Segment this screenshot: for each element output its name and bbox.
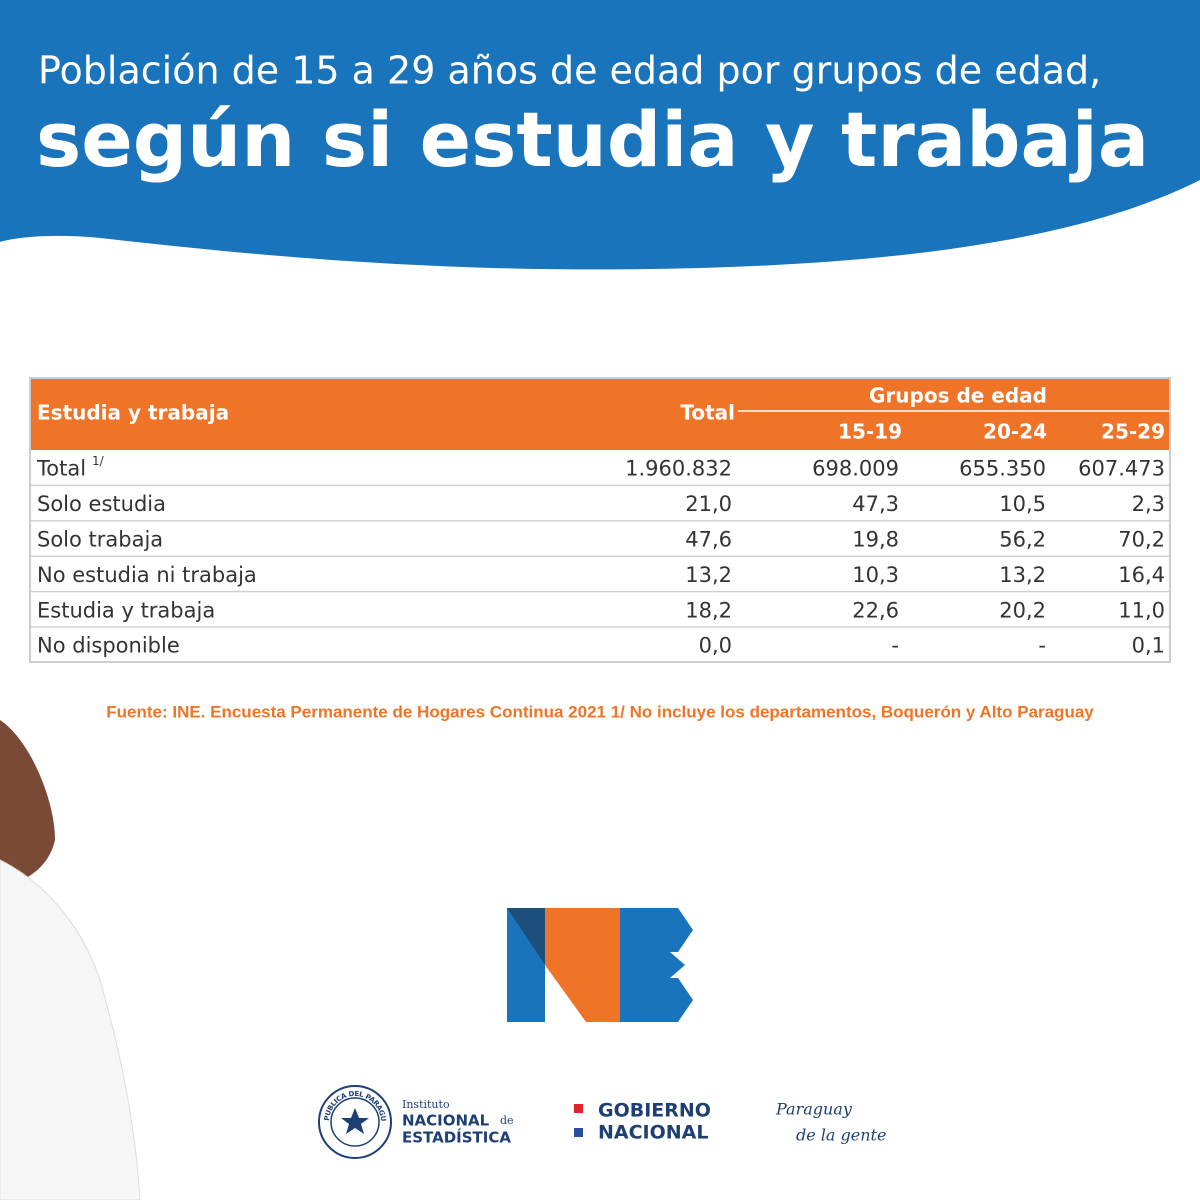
row-label: No disponible	[37, 634, 180, 658]
table-border	[29, 377, 1171, 663]
cell-value: 1.960.832	[625, 457, 732, 481]
cell-value: 22,6	[852, 598, 899, 622]
cell-value: 11,0	[1118, 598, 1165, 622]
slogan-line2: de la gente	[796, 1126, 886, 1145]
cell-value: 47,3	[852, 492, 899, 516]
cell-value: 18,2	[685, 598, 732, 622]
table: Estudia y trabaja Total Grupos de edad 1…	[29, 377, 1171, 663]
cell-value: 19,8	[852, 528, 899, 552]
cell-value: 0,0	[699, 634, 732, 658]
cell-value: 0,1	[1132, 634, 1165, 658]
cell-value: -	[1038, 634, 1046, 658]
col-age-group: 20-24	[983, 420, 1047, 444]
col-age-group: 15-19	[838, 420, 902, 444]
source: Fuente: INE. Encuesta Permanente de Hoga…	[106, 702, 1094, 721]
cell-value: -	[891, 634, 899, 658]
cell-value: 698.009	[812, 457, 899, 481]
cell-value: 70,2	[1118, 528, 1165, 552]
ine-line1: Instituto	[402, 1098, 450, 1111]
cell-value: 20,2	[999, 598, 1046, 622]
slogan-line1: Paraguay	[775, 1100, 853, 1119]
row-label: Solo trabaja	[37, 528, 163, 552]
cell-value: 607.473	[1078, 457, 1165, 481]
ine-line3: ESTADÍSTICA	[402, 1128, 511, 1147]
ine-logo	[507, 908, 693, 1022]
col-total: Total	[680, 401, 735, 425]
cell-value: 16,4	[1118, 563, 1165, 587]
col-age-group: 25-29	[1101, 420, 1165, 444]
cell-value: 10,5	[999, 492, 1046, 516]
hair	[0, 720, 55, 890]
cell-value: 2,3	[1132, 492, 1165, 516]
table-header-bg	[30, 378, 1170, 450]
cell-value: 13,2	[685, 563, 732, 587]
row-label: Solo estudia	[37, 492, 166, 516]
header-band	[0, 0, 1200, 270]
cell-value: 47,6	[685, 528, 732, 552]
shirt	[0, 859, 141, 1200]
row-label: Estudia y trabaja	[37, 598, 215, 622]
flag-red	[574, 1104, 583, 1113]
cell-value: 56,2	[999, 528, 1046, 552]
cell-value: 655.350	[959, 457, 1046, 481]
gob-line1: GOBIERNO	[598, 1100, 711, 1122]
row-note: 1/	[92, 454, 105, 468]
flag-blue	[574, 1128, 583, 1137]
row-label: No estudia ni trabaja	[37, 563, 257, 587]
col-group: Grupos de edad	[869, 384, 1047, 408]
gob-line2: NACIONAL	[598, 1122, 708, 1144]
cell-value: 21,0	[685, 492, 732, 516]
col-label: Estudia y trabaja	[37, 401, 229, 425]
cell-value: 10,3	[852, 563, 899, 587]
title-line1: Población de 15 a 29 años de edad por gr…	[38, 49, 1101, 93]
ine-line2: NACIONAL	[402, 1112, 490, 1130]
row-label: Total	[36, 457, 86, 481]
ine-line2b: de	[500, 1114, 514, 1127]
title-line2: según si estudia y trabaja	[36, 95, 1149, 184]
cell-value: 13,2	[999, 563, 1046, 587]
